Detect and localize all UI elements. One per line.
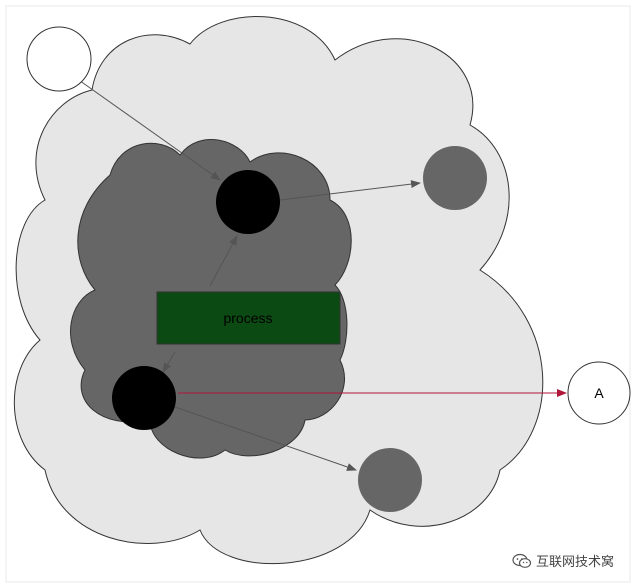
upper-grey-node[interactable] — [423, 146, 487, 210]
external-node-a[interactable] — [567, 361, 631, 425]
watermark-text: 互联网技术窝 — [535, 555, 614, 570]
upper-black-node[interactable] — [216, 170, 280, 234]
frame-border — [5, 5, 631, 583]
arrow-process-to-upper-node — [209, 235, 238, 287]
external-node-label: A — [594, 385, 604, 401]
lower-grey-node[interactable] — [358, 448, 422, 512]
arrow-lower-node-to-grey-node — [174, 406, 357, 471]
lower-black-node[interactable] — [112, 366, 176, 430]
process-box[interactable] — [156, 291, 341, 345]
arrow-upper-node-to-grey-node — [279, 180, 421, 201]
process-label: process — [223, 310, 272, 326]
watermark: 互联网技术窝 — [512, 551, 614, 570]
start-node[interactable] — [26, 26, 92, 92]
arrow-process-to-lower-node — [162, 351, 176, 373]
arrow-start-to-upper-node — [75, 77, 221, 181]
wechat-icon — [512, 553, 532, 569]
